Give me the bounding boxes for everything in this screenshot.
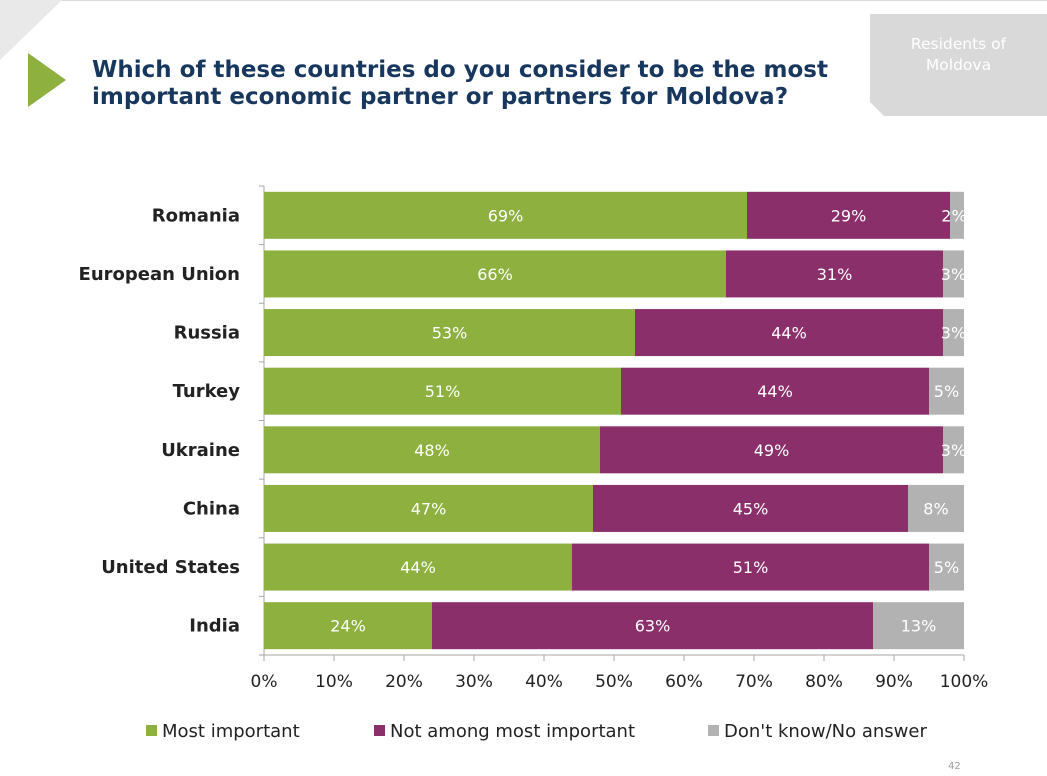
bar-russia-not-among-most-important [635, 309, 943, 357]
data-label-turkey-not-among-most-important: 44% [757, 382, 793, 401]
bar-romania-don-t-know-no-answer [950, 191, 964, 239]
badge-line-2: Moldova [925, 56, 992, 74]
data-label-turkey-don-t-know-no-answer: 5% [934, 382, 959, 401]
x-tick-label: 70% [735, 672, 773, 692]
data-label-turkey-most-important: 51% [425, 382, 461, 401]
data-label-united-states-most-important: 44% [400, 558, 436, 577]
data-label-russia-don-t-know-no-answer: 3% [941, 324, 966, 343]
bar-russia-most-important [264, 309, 635, 357]
data-label-india-don-t-know-no-answer: 13% [901, 617, 937, 636]
data-label-romania-not-among-most-important: 29% [831, 206, 867, 225]
bar-united-states-not-among-most-important [572, 543, 929, 591]
bar-turkey-don-t-know-no-answer [929, 367, 964, 415]
bar-united-states-don-t-know-no-answer [929, 543, 964, 591]
x-tick-label: 60% [665, 672, 703, 692]
data-label-ukraine-don-t-know-no-answer: 3% [941, 441, 966, 460]
bar-india-not-among-most-important [432, 602, 873, 650]
data-label-european-union-not-among-most-important: 31% [817, 265, 853, 284]
page-number: 42 [948, 761, 961, 772]
bar-european-union-not-among-most-important [726, 250, 943, 298]
x-tick-label: 100% [940, 672, 989, 692]
data-label-china-don-t-know-no-answer: 8% [923, 499, 948, 518]
title-arrow-icon [28, 53, 66, 107]
category-label-china: China [183, 498, 240, 519]
data-label-russia-most-important: 53% [432, 324, 468, 343]
page-title-line-1: Which of these countries do you consider… [92, 57, 828, 83]
x-tick-label: 40% [525, 672, 563, 692]
data-label-russia-not-among-most-important: 44% [771, 324, 807, 343]
data-label-india-most-important: 24% [330, 617, 366, 636]
page-title: Which of these countries do you consider… [92, 57, 852, 111]
bar-china-don-t-know-no-answer [908, 484, 964, 532]
page-title-line-2: important economic partner or partners f… [92, 84, 789, 110]
corner-decoration [0, 0, 66, 107]
data-label-european-union-don-t-know-no-answer: 3% [941, 265, 966, 284]
bar-european-union-most-important [264, 250, 726, 298]
bar-turkey-not-among-most-important [621, 367, 929, 415]
bar-india-don-t-know-no-answer [873, 602, 964, 650]
badge-cut-corner [870, 102, 884, 116]
bar-india-most-important [264, 602, 432, 650]
bar-romania-not-among-most-important [747, 191, 950, 239]
data-label-united-states-don-t-know-no-answer: 5% [934, 558, 959, 577]
category-label-turkey: Turkey [173, 381, 241, 402]
bar-ukraine-most-important [264, 426, 600, 474]
x-tick-label: 20% [385, 672, 423, 692]
data-label-ukraine-most-important: 48% [414, 441, 450, 460]
x-tick-label: 80% [805, 672, 843, 692]
data-label-united-states-not-among-most-important: 51% [733, 558, 769, 577]
bar-ukraine-not-among-most-important [600, 426, 943, 474]
bar-china-most-important [264, 484, 593, 532]
data-label-romania-don-t-know-no-answer: 2% [941, 206, 966, 225]
category-label-european-union: European Union [79, 264, 240, 285]
bar-russia-don-t-know-no-answer [943, 309, 964, 357]
category-label-romania: Romania [152, 205, 240, 226]
x-tick-label: 30% [455, 672, 493, 692]
category-label-ukraine: Ukraine [161, 440, 240, 461]
x-tick-label: 50% [595, 672, 633, 692]
data-label-china-most-important: 47% [411, 499, 447, 518]
bar-china-not-among-most-important [593, 484, 908, 532]
x-tick-label: 0% [251, 672, 278, 692]
bar-united-states-most-important [264, 543, 572, 591]
top-divider-line [0, 0, 1047, 1]
bar-ukraine-don-t-know-no-answer [943, 426, 964, 474]
residents-badge [870, 14, 1047, 116]
residents-badge-bg [870, 14, 1047, 116]
badge-line-1: Residents of [910, 35, 1007, 53]
category-label-united-states: United States [101, 557, 240, 578]
data-label-european-union-most-important: 66% [477, 265, 513, 284]
data-label-romania-most-important: 69% [488, 206, 524, 225]
bar-turkey-most-important [264, 367, 621, 415]
residents-badge-text: Residents of Moldova [870, 34, 1047, 76]
corner-gray-triangle [0, 0, 62, 60]
data-label-ukraine-not-among-most-important: 49% [754, 441, 790, 460]
data-label-china-not-among-most-important: 45% [733, 499, 769, 518]
x-tick-label: 90% [875, 672, 913, 692]
x-tick-label: 10% [315, 672, 353, 692]
category-label-russia: Russia [174, 323, 240, 344]
bar-romania-most-important [264, 191, 747, 239]
category-label-india: India [189, 616, 240, 637]
data-label-india-not-among-most-important: 63% [635, 617, 671, 636]
bar-european-union-don-t-know-no-answer [943, 250, 964, 298]
